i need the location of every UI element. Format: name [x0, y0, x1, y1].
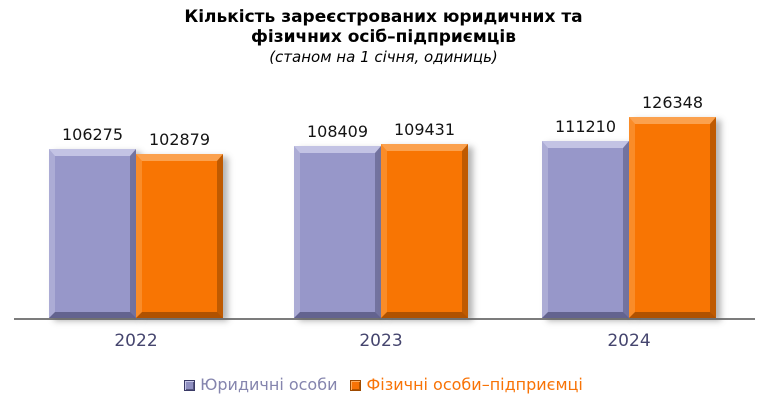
- bar-value-label-2023-entrepreneurs: 109431: [393, 120, 456, 139]
- x-axis-label-2022: 2022: [114, 331, 158, 351]
- legend: Юридичні особи Фізичні особи–підприємці: [0, 375, 767, 395]
- chart-subtitle: (станом на 1 січня, одиниць): [269, 48, 498, 66]
- legend-marker-legal-entities-icon: [184, 379, 196, 391]
- bar-2023-entrepreneurs: [381, 144, 468, 318]
- x-axis-label-2023: 2023: [359, 331, 403, 351]
- legend-item-entrepreneurs: Фізичні особи–підприємці: [350, 375, 583, 395]
- bar-2024-legal-entities: [542, 141, 629, 318]
- bar-2023-legal-entities: [294, 146, 381, 318]
- bar-value-label-2022-legal-entities: 106275: [61, 125, 124, 144]
- chart-title-line1: Кількість зареєстрованих юридичних та: [184, 7, 583, 27]
- legend-label-legal-entities: Юридичні особи: [200, 375, 338, 394]
- legend-label-entrepreneurs: Фізичні особи–підприємці: [366, 375, 583, 394]
- legend-item-legal-entities: Юридичні особи: [184, 375, 337, 395]
- bar-value-label-2024-entrepreneurs: 126348: [641, 93, 704, 112]
- x-axis-label-2024: 2024: [607, 331, 651, 351]
- legend-marker-entrepreneurs-icon: [350, 379, 362, 391]
- chart-title-block: Кількість зареєстрованих юридичних та фі…: [0, 7, 767, 67]
- bar-2022-legal-entities: [49, 149, 136, 318]
- bar-2024-entrepreneurs: [629, 117, 716, 318]
- bar-value-label-2024-legal-entities: 111210: [554, 117, 617, 136]
- bar-value-label-2022-entrepreneurs: 102879: [148, 130, 211, 149]
- bar-2022-entrepreneurs: [136, 154, 223, 318]
- bar-value-label-2023-legal-entities: 108409: [306, 122, 369, 141]
- chart-title-line2: фізичних осіб–підприємців: [251, 27, 516, 47]
- x-axis-line: [14, 318, 755, 320]
